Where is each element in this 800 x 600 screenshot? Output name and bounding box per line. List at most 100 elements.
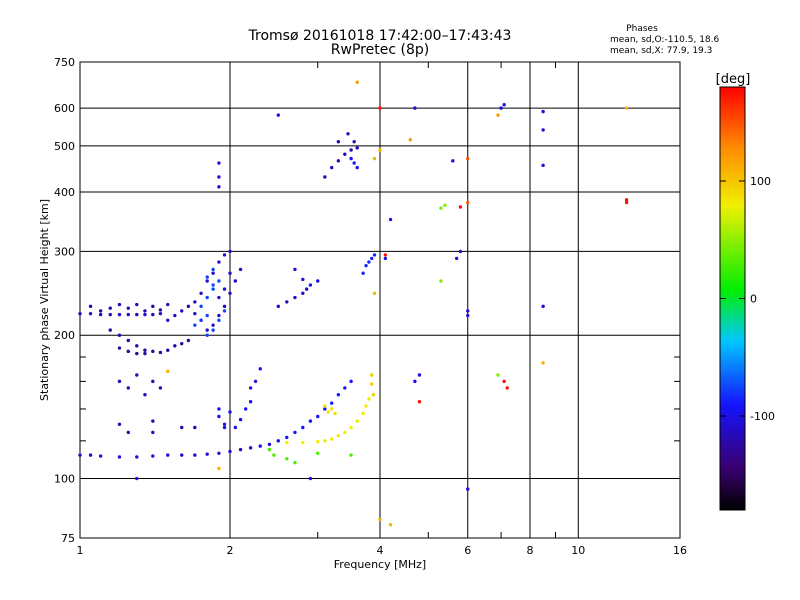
data-point — [624, 198, 629, 202]
x-tick-label: 4 — [377, 544, 384, 557]
data-point — [454, 256, 459, 261]
data-point — [166, 453, 170, 457]
data-point — [388, 522, 393, 527]
data-point — [199, 318, 203, 322]
data-point — [383, 256, 388, 261]
data-point — [117, 455, 122, 459]
data-point — [316, 440, 320, 444]
data-point — [276, 304, 280, 309]
y-tick-label: 75 — [61, 532, 75, 545]
data-point — [228, 449, 232, 454]
data-point — [180, 425, 184, 430]
data-point — [222, 422, 227, 426]
data-point — [228, 291, 232, 295]
data-point — [541, 163, 545, 168]
data-point — [217, 185, 221, 189]
data-point — [355, 419, 359, 423]
data-point — [158, 311, 163, 316]
data-point — [117, 312, 122, 317]
data-point — [355, 80, 359, 84]
data-point — [370, 256, 374, 261]
data-point — [78, 311, 82, 316]
data-point — [293, 430, 297, 435]
data-point — [88, 304, 93, 309]
data-point — [205, 279, 209, 283]
colorbar-label: [deg] — [716, 72, 751, 87]
data-point — [117, 346, 122, 350]
y-tick-labels: 75 100 200 300 400 500 600 750 — [54, 56, 75, 545]
data-point — [370, 382, 374, 386]
data-point — [496, 373, 500, 377]
data-point — [304, 287, 309, 291]
data-point — [205, 333, 209, 337]
data-point — [193, 425, 197, 430]
data-point — [451, 159, 455, 163]
data-point — [108, 306, 112, 310]
data-point — [364, 263, 368, 268]
data-point — [193, 453, 197, 457]
data-point — [117, 379, 122, 384]
data-point — [126, 338, 130, 343]
data-point — [336, 393, 341, 397]
data-point — [143, 309, 147, 313]
data-point — [378, 106, 382, 110]
data-point — [466, 200, 470, 205]
data-point — [336, 140, 341, 144]
data-point — [193, 300, 197, 304]
data-point — [336, 434, 341, 438]
phases-line-o: mean, sd,O:-110.5, 18.6 — [610, 35, 720, 45]
data-point — [205, 275, 209, 279]
data-point — [180, 309, 184, 313]
data-point — [308, 419, 313, 423]
chart-subtitle: RwPretec (8p) — [331, 42, 429, 58]
data-point — [466, 313, 470, 318]
data-point — [88, 453, 93, 457]
x-tick-label: 8 — [527, 544, 534, 557]
data-point — [233, 425, 238, 430]
data-point — [343, 386, 347, 390]
y-tick-label: 100 — [54, 473, 75, 486]
data-point — [238, 267, 243, 272]
data-point — [211, 283, 215, 287]
data-point — [343, 430, 347, 435]
data-point — [135, 302, 139, 307]
data-point — [248, 400, 253, 404]
x-tick-labels: 1 2 4 6 8 10 16 — [77, 544, 688, 557]
data-point — [135, 344, 139, 348]
data-point — [166, 369, 170, 373]
data-point — [98, 312, 103, 317]
data-point — [211, 271, 215, 275]
data-point — [378, 148, 382, 152]
data-point — [217, 175, 221, 179]
data-point — [361, 271, 365, 275]
data-point — [211, 328, 215, 332]
data-point — [158, 386, 163, 390]
data-point — [458, 249, 463, 254]
data-point — [151, 379, 155, 384]
data-point — [624, 200, 629, 205]
data-point — [135, 351, 139, 356]
data-point — [352, 140, 356, 144]
y-tick-label: 500 — [54, 140, 75, 153]
data-point — [151, 454, 155, 458]
data-point — [217, 466, 221, 471]
y-axis-label: Stationary phase Virtual Height [km] — [38, 199, 51, 401]
data-point — [496, 113, 500, 117]
x-tick-label: 2 — [227, 544, 234, 557]
data-point — [211, 267, 215, 272]
data-point — [205, 328, 209, 332]
data-point — [349, 148, 353, 152]
data-point — [205, 452, 209, 456]
data-point — [233, 279, 238, 283]
data-point — [135, 373, 139, 377]
data-point — [367, 397, 371, 401]
data-point — [330, 165, 334, 170]
data-point — [205, 313, 209, 318]
data-point — [330, 401, 334, 405]
data-point — [301, 440, 305, 445]
data-point — [413, 379, 417, 384]
data-point — [285, 440, 289, 445]
data-point — [439, 279, 443, 283]
data-point — [349, 156, 353, 161]
